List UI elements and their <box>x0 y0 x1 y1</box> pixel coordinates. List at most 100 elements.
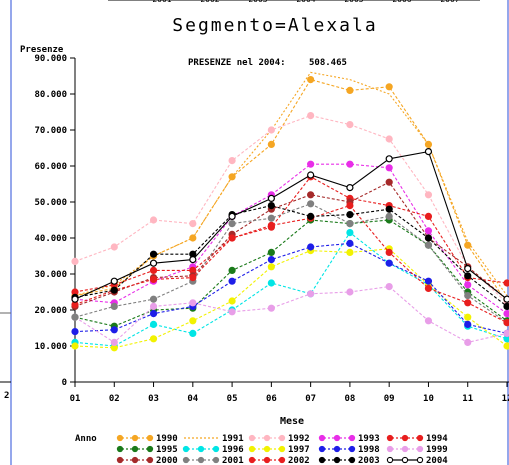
data-point <box>307 200 315 208</box>
y-tick-label: 70.000 <box>34 126 67 136</box>
data-point <box>424 191 433 199</box>
x-tick-label: 03 <box>148 394 159 404</box>
y-tick-label: 30.000 <box>34 270 67 280</box>
data-point <box>71 295 79 303</box>
data-point <box>346 288 354 296</box>
legend-swatch-marker <box>182 456 190 464</box>
data-point <box>424 212 433 220</box>
legend-label: 1994 <box>426 434 448 444</box>
legend-swatch-marker <box>248 445 256 453</box>
legend-swatch-marker <box>333 445 341 453</box>
data-point <box>189 329 197 337</box>
series-line <box>74 163 508 315</box>
x-tick-label: 07 <box>305 394 316 404</box>
data-point <box>228 266 236 274</box>
data-point <box>424 234 433 242</box>
data-point <box>385 283 393 291</box>
data-point <box>307 160 315 168</box>
y-tick-label: 20.000 <box>34 306 67 316</box>
data-point <box>228 277 236 285</box>
data-point <box>307 290 315 298</box>
top-tick-label: 2001 <box>152 0 171 4</box>
legend-label: 1998 <box>358 445 380 455</box>
legend-swatch-marker <box>348 456 356 464</box>
legend-label: 1996 <box>222 445 244 455</box>
data-point <box>464 299 472 307</box>
legend-title: Anno <box>75 434 97 444</box>
data-point <box>424 317 433 325</box>
legend-swatch-marker <box>401 434 409 442</box>
data-point <box>503 302 509 310</box>
data-point <box>110 243 118 251</box>
legend-swatch-marker <box>401 445 409 453</box>
legend-swatch-marker <box>318 434 326 442</box>
top-tick-label: 2002 <box>200 0 219 4</box>
legend-item: 1995 <box>116 445 178 455</box>
legend-label: 2000 <box>156 456 178 465</box>
data-point <box>464 292 472 300</box>
legend-swatch-marker <box>263 456 271 464</box>
data-point <box>149 295 158 303</box>
legend-swatch-marker <box>278 456 286 464</box>
legend-swatch-marker <box>348 445 356 453</box>
series-line <box>74 115 508 304</box>
series-1994 <box>71 173 509 296</box>
series-1990 <box>71 75 509 307</box>
y-tick-label: 40.000 <box>34 234 67 244</box>
data-point <box>307 191 315 199</box>
legend-swatch-marker <box>116 445 124 453</box>
series-1991 <box>74 71 508 297</box>
data-point <box>307 171 315 179</box>
x-tick-label: 09 <box>384 394 395 404</box>
legend-item: 1996 <box>182 445 244 455</box>
legend-label: 1992 <box>288 434 310 444</box>
series-1993 <box>71 160 509 318</box>
data-point <box>424 284 433 292</box>
series-line <box>74 242 508 334</box>
legend-swatch-marker <box>348 434 356 442</box>
x-tick-label: 11 <box>462 394 473 404</box>
legend-item: 2000 <box>116 456 178 465</box>
data-point <box>71 328 79 336</box>
data-point <box>110 338 118 346</box>
legend-label: 2001 <box>222 456 244 465</box>
data-point <box>189 256 197 264</box>
legend-label: 2003 <box>358 456 380 465</box>
data-point <box>464 281 472 289</box>
data-point <box>346 248 354 256</box>
legend-swatch-marker <box>386 434 394 442</box>
data-point <box>307 212 315 220</box>
x-tick-label: 10 <box>423 394 434 404</box>
data-point <box>464 272 472 280</box>
data-point <box>385 135 393 143</box>
y-tick-label: 0 <box>62 378 67 388</box>
left-clipped-tick: 2 <box>4 391 9 401</box>
series-line <box>74 219 508 327</box>
x-tick-label: 04 <box>187 394 198 404</box>
data-point <box>189 274 197 282</box>
legend-swatch-marker <box>263 434 271 442</box>
annotation-label: PRESENZE nel 2004: <box>188 58 286 68</box>
legend-swatch-marker <box>278 434 286 442</box>
legend-label: 2002 <box>288 456 310 465</box>
legend-item: 1991 <box>184 434 244 444</box>
data-point <box>346 86 354 95</box>
legend-item: 1994 <box>386 434 448 444</box>
legend-swatch-marker <box>131 445 139 453</box>
data-point <box>464 241 472 249</box>
data-point <box>267 202 275 210</box>
plot-series <box>71 71 509 352</box>
data-point <box>267 248 275 256</box>
y-tick-label: 50.000 <box>34 198 67 208</box>
data-point <box>464 338 472 346</box>
x-tick-label: 05 <box>227 394 238 404</box>
data-point <box>503 319 509 327</box>
legend-swatch-marker <box>212 445 220 453</box>
legend-item: 2001 <box>182 456 244 465</box>
data-point <box>149 335 158 343</box>
data-point <box>464 313 472 321</box>
data-point <box>346 229 354 237</box>
legend-swatch-marker <box>248 456 256 464</box>
